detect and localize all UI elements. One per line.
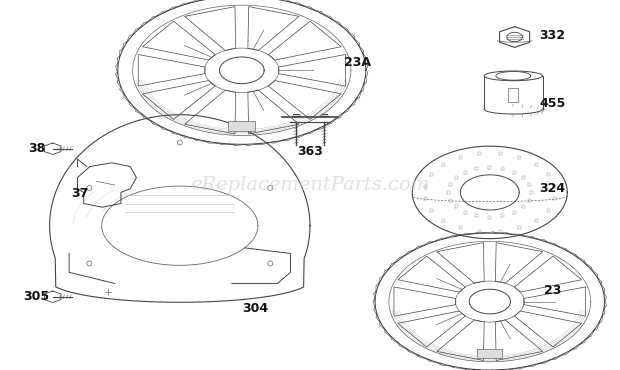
Text: 304: 304: [242, 302, 268, 316]
Text: 455: 455: [539, 97, 565, 110]
Text: 332: 332: [539, 28, 565, 42]
FancyBboxPatch shape: [477, 349, 502, 358]
Text: 324: 324: [539, 182, 565, 195]
Text: 37: 37: [71, 186, 89, 200]
Text: eReplacementParts.com: eReplacementParts.com: [190, 176, 430, 194]
Text: 23: 23: [544, 284, 562, 297]
Text: 23A: 23A: [344, 56, 371, 70]
FancyBboxPatch shape: [228, 121, 255, 131]
Text: 38: 38: [28, 141, 45, 155]
Text: 363: 363: [298, 145, 324, 158]
Text: 305: 305: [24, 289, 50, 303]
